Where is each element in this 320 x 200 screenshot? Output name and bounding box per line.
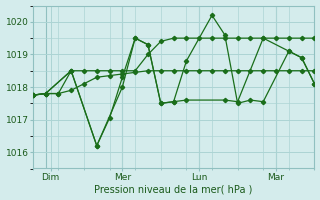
X-axis label: Pression niveau de la mer( hPa ): Pression niveau de la mer( hPa ) bbox=[94, 184, 253, 194]
